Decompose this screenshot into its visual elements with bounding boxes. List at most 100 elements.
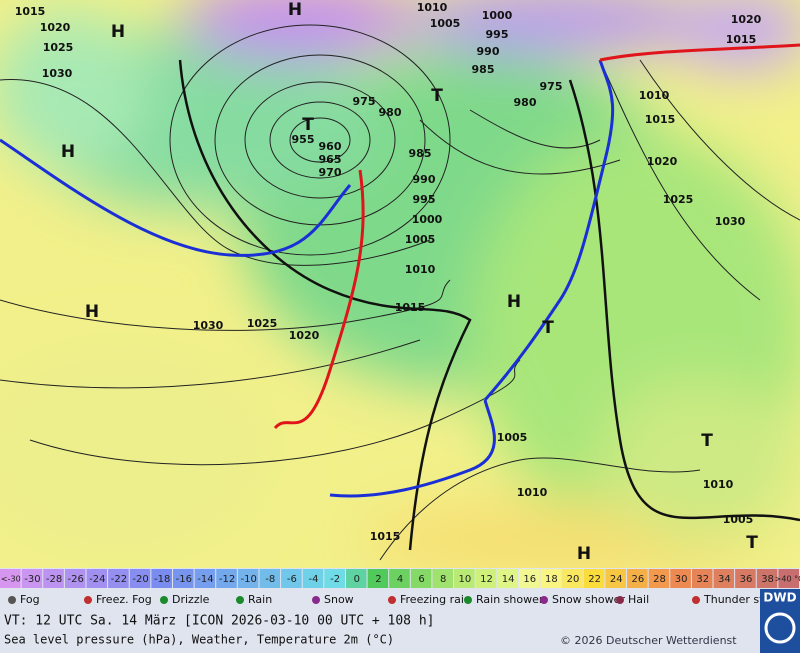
legend-icon: [616, 596, 624, 604]
scale-label: 24: [610, 574, 623, 585]
pressure-center: H: [288, 0, 302, 20]
scale-cell: [605, 569, 627, 588]
scale-cell: [432, 569, 454, 588]
scale-cell: [627, 569, 648, 588]
legend-label: Hail: [628, 593, 649, 606]
parameters: Sea level pressure (hPa), Weather, Tempe…: [4, 633, 394, 647]
scale-label: 0: [354, 574, 360, 585]
scale-cell: [562, 569, 583, 588]
pressure-center: T: [701, 431, 713, 451]
scale-cell: [172, 569, 194, 588]
pressure-center: H: [111, 22, 125, 42]
isobar-label: 1015: [645, 113, 676, 126]
scale-label: 10: [458, 574, 471, 585]
scale-label: 18: [545, 574, 558, 585]
scale-cell: [583, 569, 605, 588]
legend-icon: [312, 596, 320, 604]
scale-label: 32: [696, 574, 709, 585]
scale-cell: [259, 569, 281, 588]
scale-label: -10: [240, 574, 256, 585]
scale-label: -18: [154, 574, 170, 585]
major-isobar: [568, 79, 800, 522]
legend-icon: [540, 596, 548, 604]
isobar-label: 1000: [482, 9, 513, 22]
scale-cell: [518, 569, 540, 588]
isobar-label: 1020: [731, 13, 762, 26]
scale-cell: [281, 569, 302, 588]
legend-icon: [388, 596, 396, 604]
pressure-center: T: [542, 318, 554, 338]
isobar-label: 1015: [726, 33, 757, 46]
scale-label: -24: [89, 574, 105, 585]
scale-label: 22: [588, 574, 601, 585]
isobar-label: 1010: [405, 263, 436, 276]
isobar-label: 1020: [647, 155, 678, 168]
scale-label: 34: [718, 574, 731, 585]
isobar-label: 1030: [715, 215, 746, 228]
scale-label: 2: [375, 574, 381, 585]
scale-cell: [713, 569, 735, 588]
pressure-center: H: [85, 302, 99, 322]
scale-label: -6: [287, 574, 297, 585]
logo-text: DWD: [763, 591, 796, 605]
scale-cell: [21, 569, 43, 588]
pressure-center: T: [746, 533, 758, 553]
isobar-label: 975: [353, 95, 376, 108]
scale-label: 12: [480, 574, 493, 585]
legend-label: Freezing rain: [400, 593, 471, 606]
legend-icon: [692, 596, 700, 604]
pressure-center: T: [431, 86, 443, 106]
legend-label: Fog: [20, 593, 40, 606]
isobar-label: 1030: [42, 67, 73, 80]
isobar-label: 965: [319, 153, 342, 166]
valid-time: VT: 12 UTC Sa. 14 März [ICON 2026-03-10 …: [4, 614, 434, 629]
scale-cell: [367, 569, 389, 588]
scale-cell: [129, 569, 151, 588]
scale-cell: [302, 569, 324, 588]
scale-label: -14: [197, 574, 213, 585]
scale-label: -8: [265, 574, 275, 585]
legend-label: Rain: [248, 593, 272, 606]
isobar-label: 985: [472, 63, 495, 76]
scale-cell: [410, 569, 432, 588]
legend-label: Freez. Fog: [96, 593, 152, 606]
scale-cell: [43, 569, 64, 588]
scale-cell: [497, 569, 518, 588]
scale-cell: [389, 569, 410, 588]
copyright: © 2026 Deutscher Wetterdienst: [560, 634, 737, 647]
scale-cell: [324, 569, 345, 588]
scale-label: -30: [24, 574, 40, 585]
scale-cell: [216, 569, 237, 588]
isobar-label: 1010: [703, 478, 734, 491]
scale-cell: [345, 569, 367, 588]
legend-icon: [84, 596, 92, 604]
scale-cell: [237, 569, 259, 588]
scale-label: -2: [330, 574, 340, 585]
isobar-label: 1020: [289, 329, 320, 342]
scale-label: 38: [761, 574, 774, 585]
fronts: [0, 43, 800, 498]
scale-cell: [64, 569, 86, 588]
isobar-label: 980: [514, 96, 537, 109]
scale-label: -4: [309, 574, 319, 585]
isobar-label: 960: [319, 140, 342, 153]
isobar-label: 1025: [247, 317, 278, 330]
isobar-label: 1025: [663, 193, 694, 206]
isobar-label: 1010: [639, 89, 670, 102]
isobar-label: 995: [413, 193, 436, 206]
scale-label: -16: [176, 574, 192, 585]
isobar-label: 975: [540, 80, 563, 93]
scale-cell: [670, 569, 691, 588]
scale-label: 4: [397, 574, 403, 585]
scale-label: 8: [440, 574, 446, 585]
legend-icon: [8, 596, 16, 604]
scale-cell: [108, 569, 129, 588]
scale-label: <-30: [1, 575, 21, 584]
isobar-label: 1020: [40, 21, 71, 34]
scale-label: -20: [132, 574, 148, 585]
isobar-label: 1025: [43, 41, 74, 54]
legend-label: Snow shower: [552, 593, 625, 606]
scale-label: 20: [567, 574, 580, 585]
isobars: [0, 24, 800, 561]
